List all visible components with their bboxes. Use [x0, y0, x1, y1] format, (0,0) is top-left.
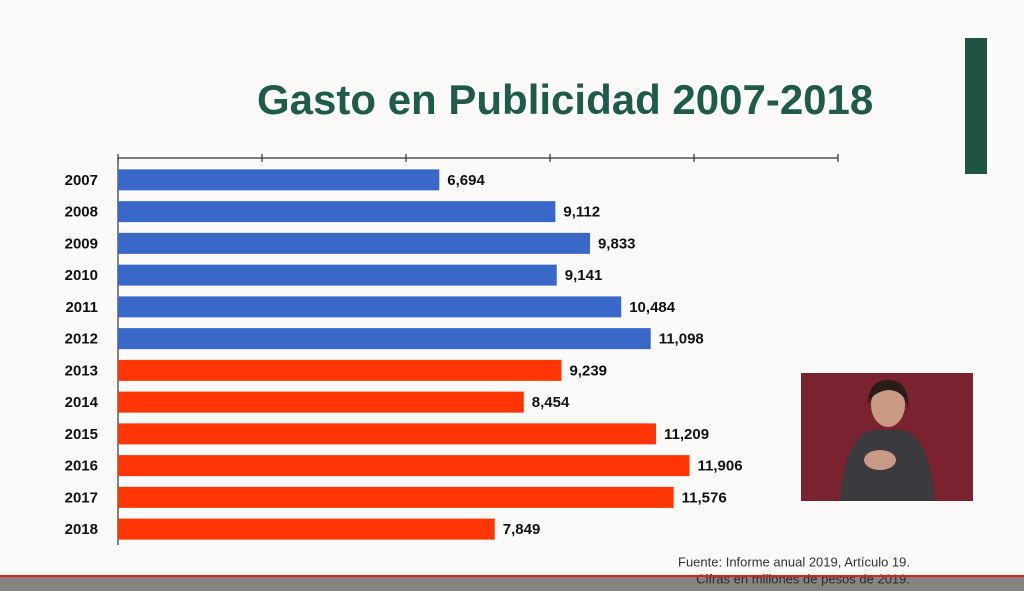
y-tick-label: 2011	[65, 299, 98, 316]
data-label: 9,239	[569, 362, 607, 379]
bar	[118, 359, 562, 381]
data-label: 11,576	[682, 489, 727, 506]
bar	[118, 169, 440, 191]
data-label: 10,484	[629, 299, 676, 316]
y-tick-label: 2017	[65, 489, 98, 506]
video-controls[interactable]	[0, 576, 1024, 591]
data-label: 9,141	[565, 267, 603, 284]
y-tick-label: 2010	[65, 267, 98, 284]
bar	[118, 264, 557, 286]
data-label: 9,833	[598, 235, 636, 252]
y-tick-label: 2012	[65, 331, 98, 348]
data-label: 9,112	[563, 204, 600, 221]
y-tick-label: 2007	[65, 172, 98, 189]
data-label: 6,694	[447, 172, 485, 189]
interpreter-video	[801, 373, 973, 501]
y-tick-label: 2018	[65, 521, 98, 538]
data-label: 11,906	[697, 458, 742, 475]
y-tick-label: 2016	[65, 458, 98, 475]
source-line: Fuente: Informe anual 2019, Artículo 19.	[678, 554, 910, 569]
chart-title: Gasto en Publicidad 2007-2018	[257, 76, 873, 123]
data-label: 7,849	[503, 521, 541, 538]
y-tick-label: 2008	[65, 204, 98, 221]
bar	[118, 328, 651, 350]
accent-bar	[965, 38, 987, 174]
bar	[118, 423, 657, 445]
bar	[118, 391, 524, 413]
bar	[118, 455, 690, 477]
bar	[118, 232, 590, 254]
y-tick-label: 2015	[65, 426, 98, 443]
data-label: 8,454	[532, 394, 570, 411]
y-tick-label: 2013	[65, 362, 98, 379]
y-tick-label: 2014	[65, 394, 99, 411]
data-label: 11,209	[664, 426, 709, 443]
bar	[118, 296, 622, 318]
bar	[118, 486, 674, 508]
bar	[118, 201, 556, 223]
y-tick-label: 2009	[65, 235, 98, 252]
bar	[118, 518, 495, 540]
data-label: 11,098	[659, 331, 704, 348]
